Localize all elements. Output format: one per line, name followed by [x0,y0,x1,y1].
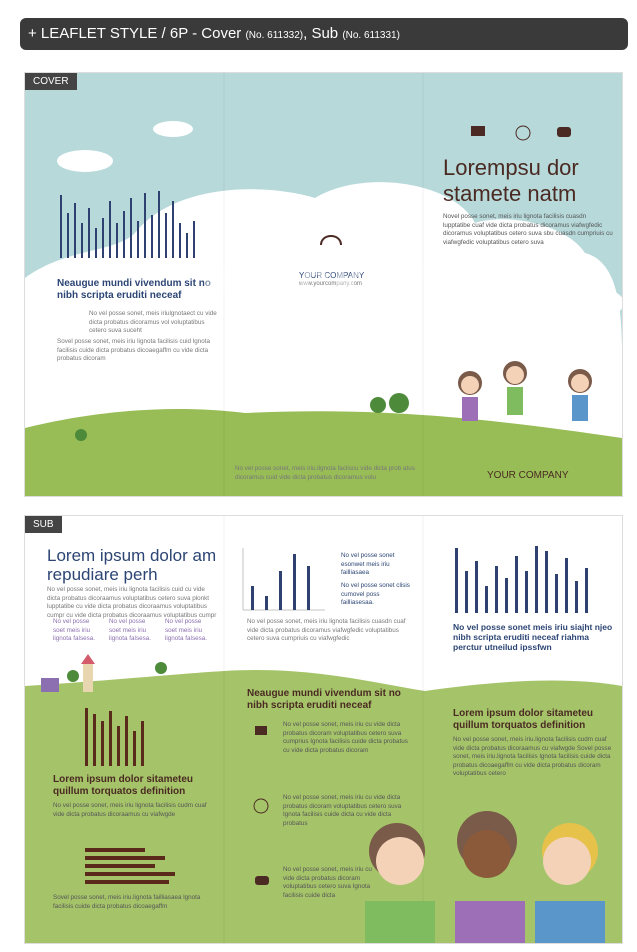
mid-heading: Neaugue mundi vivendum sit no nibh scrip… [247,688,401,711]
cover-number: (No. 611332) [245,30,304,41]
mid-body: No vel posse sonet, meis iriu lignota fa… [247,618,406,643]
header-title: + LEAFLET STYLE / 6P - Cover [28,25,242,42]
sub-left-heading: Lorem ipsum dolor sitameteu quillum torq… [53,774,194,797]
header-bar: + LEAFLET STYLE / 6P - Cover (No. 611332… [20,18,628,50]
cover-middle-body: No vel posse sonet, meis iriu.lignota fa… [235,465,415,481]
cover-left-body: No vel posse sonet, meis iriulgnotaect c… [89,310,217,335]
sub-left-title: Lorem ipsum dolor am repudiare perh [47,546,217,584]
mid-item: No vel posse sonet, meis iriu cu vide di… [283,794,402,827]
sub-art [25,516,622,943]
mid-item: No vel posse sonet, meis iriu cu vide di… [283,866,372,899]
note: No vel posse soet meis iriu lignota fals… [165,618,208,643]
sub-leaflet: SUB Lorem ipsum dolor am repudiare perh … [24,515,623,944]
cover-title: Lorempsu dor stamete natm [443,155,579,206]
sub-label: , Sub [303,25,339,42]
watermark: iClickart [200,249,447,314]
note: No vel posse soet meis iriu lignota fals… [109,618,152,643]
sub-tag: SUB [25,516,62,533]
mid-note: No vel posse sonet esonwet meis iriu fai… [341,552,395,577]
cover-left-body: Sovel posse sonet, meis iriu lignota fac… [57,338,210,363]
cover-leaflet: COVER Neaugue mundi vivendum sit no nibh… [24,72,623,497]
cover-art [25,73,622,496]
cover-left-heading: Neaugue mundi vivendum sit no nibh scrip… [57,278,211,301]
sub-number: (No. 611331) [342,30,400,41]
sub-left-body: No vel posse sonet, meis iriu lignota fa… [47,586,217,619]
company-name: YOUR COMPANY [299,271,365,280]
right-body: No vel posse sonet, meis iriu.lignota fa… [453,736,612,778]
mid-note: No vel posse sonet clisis cumovel poss f… [341,582,410,607]
right-heading2: Lorem ipsum dolor sitameteu quillum torq… [453,708,594,731]
footer-company: YOUR COMPANY [487,470,569,481]
sub-left-body: Sovel posse sonet, meis iriu.lignota fai… [53,894,201,910]
mid-item: No vel posse sonet, meis iriu cu vide di… [283,721,408,754]
cover-tag: COVER [25,73,77,90]
cover-right-body: Novel posse sonet, meis iriu lignota fac… [443,213,613,246]
website: www.yourcompany.com [299,281,362,287]
right-heading: No vel posse sonet meis iriu siajht njeo… [453,622,613,652]
sub-left-body: No vel posse sonet, meis iriu lignota fa… [53,802,207,818]
note: No vel posse soet meis iriu lignota fals… [53,618,96,643]
